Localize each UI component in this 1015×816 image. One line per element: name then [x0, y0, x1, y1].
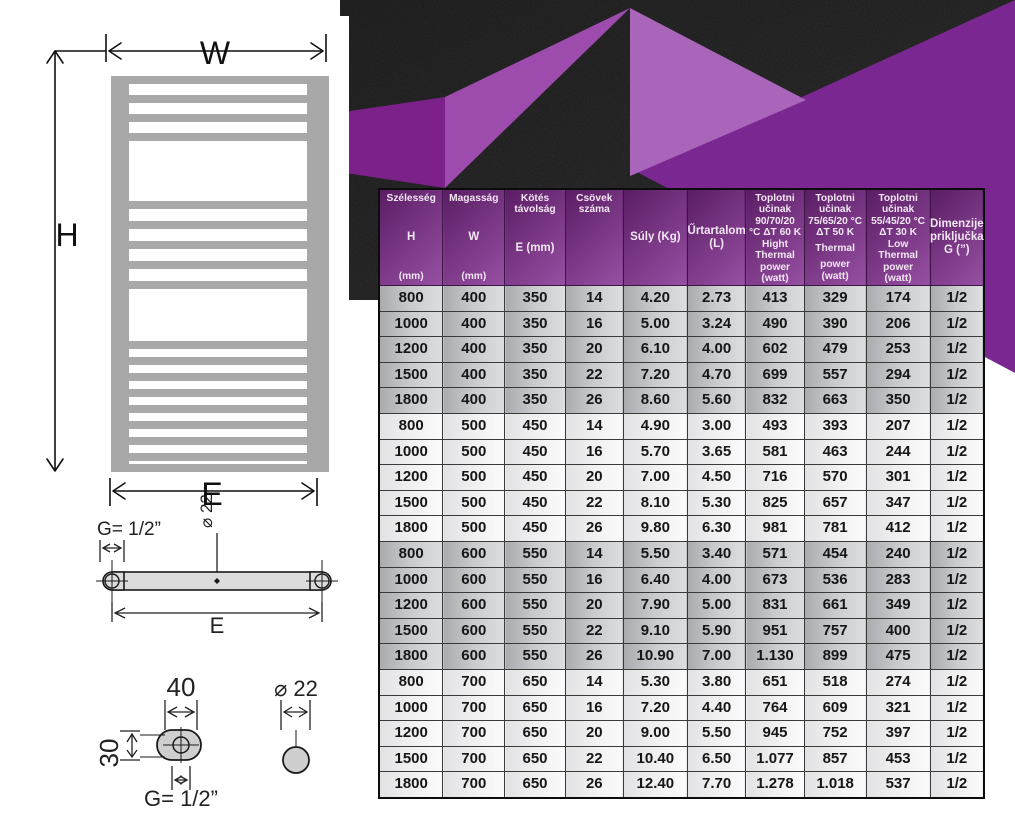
svg-text:40: 40	[167, 672, 196, 702]
svg-text:30: 30	[94, 739, 124, 768]
svg-text:⌀ 22: ⌀ 22	[274, 676, 318, 701]
svg-text:G= 1/2”: G= 1/2”	[144, 786, 218, 811]
